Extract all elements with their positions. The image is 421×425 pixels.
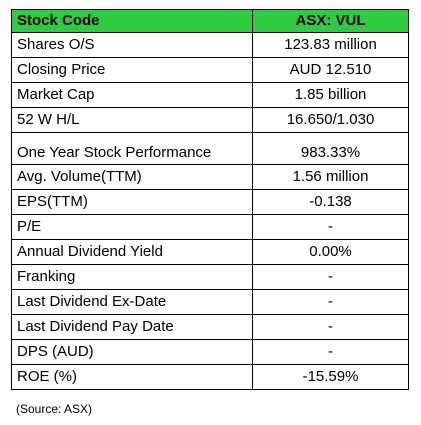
table-row: Avg. Volume(TTM) 1.56 million — [10, 164, 409, 190]
row-label: Avg. Volume(TTM) — [10, 164, 254, 190]
table-row: Last Dividend Pay Date - — [10, 314, 409, 340]
row-value: -15.59% — [252, 364, 409, 390]
row-value: - — [252, 289, 409, 315]
row-value: - — [252, 214, 409, 240]
table-row: Last Dividend Ex-Date - — [10, 289, 409, 315]
row-label: 52 W H/L — [10, 107, 254, 133]
row-label: P/E — [10, 214, 254, 240]
row-label: Market Cap — [10, 82, 254, 108]
row-value: 16.650/1.030 — [252, 107, 409, 133]
header-label: Stock Code — [10, 9, 254, 33]
table-row: DPS (AUD) - — [10, 339, 409, 365]
table-row: P/E - — [10, 214, 409, 240]
row-label: Annual Dividend Yield — [10, 239, 254, 265]
row-value: - — [252, 339, 409, 365]
table-row: Franking - — [10, 264, 409, 290]
table-row: ROE (%) -15.59% — [10, 364, 409, 390]
table-row: One Year Stock Performance 983.33% — [10, 132, 409, 165]
row-value: 123.83 million — [252, 32, 409, 58]
row-label: ROE (%) — [10, 364, 254, 390]
table-row: Annual Dividend Yield 0.00% — [10, 239, 409, 265]
table-row: Market Cap 1.85 billion — [10, 82, 409, 108]
header-value: ASX: VUL — [252, 9, 409, 33]
row-value: 1.56 million — [252, 164, 409, 190]
row-value: - — [252, 264, 409, 290]
row-value: 983.33% — [252, 132, 409, 165]
row-label: Franking — [10, 264, 254, 290]
table-row: Closing Price AUD 12.510 — [10, 57, 409, 83]
row-value: 0.00% — [252, 239, 409, 265]
row-value: -0.138 — [252, 189, 409, 215]
row-label: EPS(TTM) — [10, 189, 254, 215]
row-value: 1.85 billion — [252, 82, 409, 108]
row-value: - — [252, 314, 409, 340]
table-header-row: Stock Code ASX: VUL — [10, 9, 409, 33]
row-value: AUD 12.510 — [252, 57, 409, 83]
row-label: Closing Price — [10, 57, 254, 83]
table-row: 52 W H/L 16.650/1.030 — [10, 107, 409, 133]
row-label: Last Dividend Ex-Date — [10, 289, 254, 315]
table-row: Shares O/S 123.83 million — [10, 32, 409, 58]
row-label: DPS (AUD) — [10, 339, 254, 365]
row-label: Last Dividend Pay Date — [10, 314, 254, 340]
source-note: (Source: ASX) — [16, 402, 93, 416]
table-row: EPS(TTM) -0.138 — [10, 189, 409, 215]
row-label: One Year Stock Performance — [10, 132, 254, 165]
row-label: Shares O/S — [10, 32, 254, 58]
stock-info-table: Stock Code ASX: VUL Shares O/S 123.83 mi… — [10, 9, 409, 390]
